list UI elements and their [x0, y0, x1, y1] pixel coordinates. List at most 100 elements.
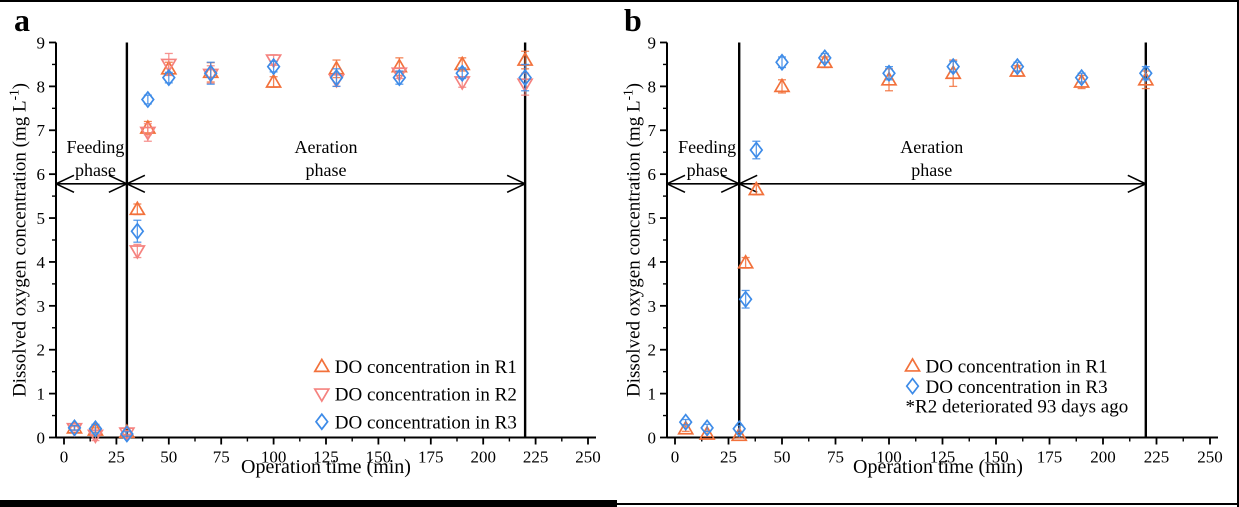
x-tick-label: 225 — [523, 448, 549, 467]
arrowhead-right — [1127, 183, 1147, 194]
data-point-marker — [678, 413, 693, 432]
data-point-marker — [737, 254, 755, 269]
ylabel-superscript: -1 — [620, 89, 636, 101]
series-do-concentration-in-r3 — [67, 57, 532, 443]
ylabel-text: Dissolved oxygen concentration (mg L — [9, 100, 31, 397]
event-lines — [737, 42, 1147, 438]
phase-label: phase — [687, 160, 728, 180]
x-tick-label: 50 — [774, 448, 791, 467]
y-tick-label: 3 — [37, 297, 46, 316]
data-point-marker — [160, 58, 178, 74]
y-tick-label: 8 — [648, 77, 657, 96]
arrowhead-left — [666, 183, 686, 194]
y-tick-label: 9 — [648, 33, 657, 52]
data-point-marker — [747, 180, 765, 196]
x-tick-label: 100 — [261, 448, 287, 467]
y-tick-label: 0 — [648, 428, 657, 447]
phase-label: phase — [75, 160, 116, 180]
annotation-aeration: Aeration phase — [738, 137, 1147, 194]
y-tick-label: 4 — [648, 253, 657, 272]
y-tick-label: 2 — [648, 341, 657, 360]
x-tick-label: 25 — [720, 448, 737, 467]
x-ticks: 0 25 50 75 100 125 150 175 200 225 250 — [671, 437, 1223, 467]
arrowhead-left — [55, 174, 75, 185]
y-tick-label: 2 — [37, 341, 46, 360]
y-tick-label: 7 — [648, 121, 657, 140]
figure-right-border — [1237, 0, 1239, 507]
legend-marker-triangle-up — [313, 357, 331, 373]
ylabel-close: ) — [9, 83, 31, 90]
x-tick-label: 175 — [418, 448, 444, 467]
event-lines — [125, 42, 527, 438]
phase-label: phase — [306, 160, 347, 180]
data-point-marker — [118, 427, 136, 442]
arrowhead-left — [126, 183, 146, 194]
panel-b-plot: 0 1 2 3 4 5 6 7 8 9 0 25 50 75 100 125 150 175 200 225 250 Fe… — [648, 33, 1223, 467]
data-point-marker — [203, 64, 218, 83]
data-point-marker — [732, 419, 747, 438]
phase-label: phase — [911, 160, 952, 180]
ylabel-superscript: -1 — [6, 89, 22, 101]
figure-bottom-bar — [0, 500, 617, 507]
data-point-marker — [749, 141, 764, 159]
x-tick-label: 25 — [108, 448, 125, 467]
y-tick-label: 3 — [648, 297, 657, 316]
legend-label: DO concentration in R2 — [335, 385, 517, 406]
y-tick-label: 7 — [37, 121, 46, 140]
data-point-marker — [677, 420, 695, 435]
data-point-marker — [1074, 68, 1089, 87]
annotation-feeding: Feeding phase — [666, 137, 740, 194]
x-tick-label: 200 — [470, 448, 496, 467]
data-point-marker — [88, 419, 103, 438]
data-point-marker — [1137, 71, 1155, 86]
x-tick-label: 75 — [827, 448, 844, 467]
x-tick-label: 75 — [213, 448, 230, 467]
data-point-marker — [880, 71, 898, 86]
arrowhead-right — [1127, 174, 1147, 185]
y-tick-label: 9 — [37, 33, 46, 52]
data-point-marker — [817, 48, 832, 67]
arrowhead-left — [55, 183, 75, 194]
data-point-marker — [67, 418, 82, 437]
data-point-marker — [455, 64, 470, 83]
arrowhead-right — [720, 174, 740, 185]
x-ticks: 0 25 50 75 100 125 150 175 200 225 250 — [60, 437, 601, 467]
y-tick-label: 1 — [648, 385, 657, 404]
data-point-marker — [700, 418, 714, 437]
panel-a-x-axis-title: Operation time (min) — [241, 456, 411, 478]
legend-label: DO concentration in R1 — [926, 357, 1108, 378]
arrowhead-right — [108, 183, 128, 194]
x-tick-label: 250 — [575, 448, 601, 467]
arrowhead-left — [666, 174, 686, 185]
x-tick-label: 0 — [671, 448, 680, 467]
arrowhead-right — [720, 183, 740, 194]
data-point-marker — [773, 77, 791, 93]
data-point-marker — [1138, 64, 1153, 83]
annotation-feeding: Feeding phase — [55, 137, 128, 194]
x-tick-label: 175 — [1037, 448, 1063, 467]
data-point-marker — [128, 200, 146, 216]
y-tick-label: 5 — [37, 209, 46, 228]
figure-bottom-line — [617, 503, 1239, 505]
data-point-marker — [139, 126, 157, 142]
legend-label: DO concentration in R3 — [335, 412, 517, 433]
x-tick-label: 225 — [1144, 448, 1170, 467]
data-point-marker — [265, 73, 283, 88]
data-point-marker — [518, 68, 532, 87]
x-tick-label: 200 — [1090, 448, 1116, 467]
ylabel-text: Dissolved oxygen concentration (mg L — [623, 100, 645, 397]
arrowhead-right — [506, 174, 526, 185]
panel-a-plot: 0 1 2 3 4 5 6 7 8 9 0 25 50 75 100 125 150 175 200 225 250 Fe… — [37, 33, 601, 467]
y-tick-label: 0 — [37, 428, 46, 447]
data-point-marker — [161, 68, 176, 87]
legend-marker-triangle-down — [313, 388, 331, 403]
x-tick-label: 250 — [1197, 448, 1223, 467]
data-point-marker — [1010, 57, 1025, 76]
x-tick-label: 125 — [930, 448, 956, 467]
panel-a: 0 1 2 3 4 5 6 7 8 9 0 25 50 75 100 125 150 175 200 225 250 Fe… — [0, 0, 620, 496]
phase-label: Feeding — [678, 137, 736, 157]
y-tick-label: 5 — [648, 209, 657, 228]
y-tick-label: 6 — [37, 165, 46, 184]
arrowhead-left — [126, 174, 146, 185]
figure-top-border — [0, 0, 1239, 2]
